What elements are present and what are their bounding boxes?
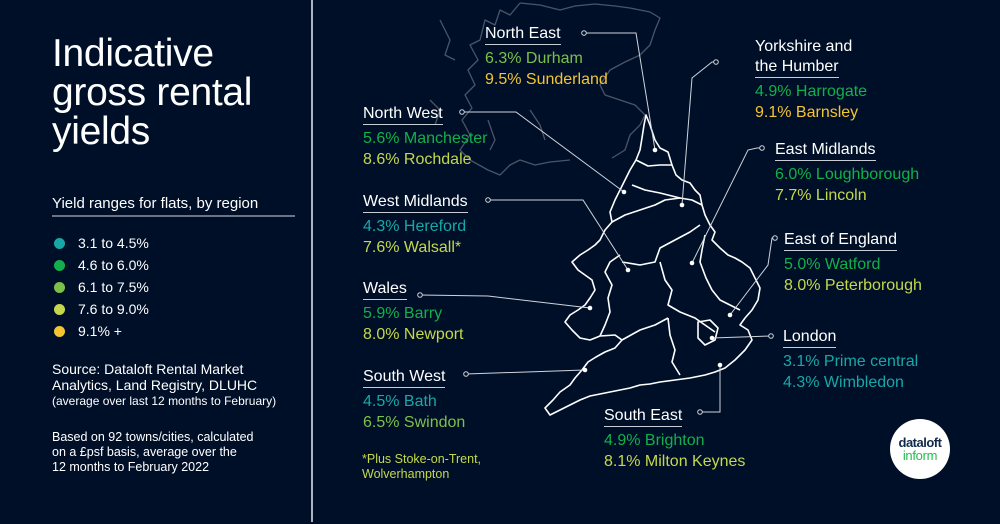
lowest-yield: 5.6% Manchester xyxy=(363,130,488,147)
region-north-east: North East 6.3% Durham 9.5% Sunderland xyxy=(485,23,608,90)
region-name: Wales xyxy=(363,279,407,300)
uk-map xyxy=(417,2,778,416)
legend-label: 3.1 to 4.5% xyxy=(78,235,149,251)
region-name: the Humber xyxy=(755,57,839,78)
legend-dot-icon xyxy=(54,259,65,271)
region-name: West Midlands xyxy=(363,192,468,213)
region-name: North West xyxy=(363,104,443,125)
dataloft-inform-logo: dataloft inform xyxy=(890,419,950,479)
lowest-yield: 4.3% Hereford xyxy=(363,218,467,235)
lowest-yield: 6.3% Durham xyxy=(485,50,583,67)
legend-item-6-1-to-7-5: 6.1 to 7.5% xyxy=(52,276,149,298)
lowest-yield: 5.9% Barry xyxy=(363,305,443,322)
vertical-divider xyxy=(311,0,313,522)
region-london: London 3.1% Prime central 4.3% Wimbledon xyxy=(783,326,918,393)
legend-label: 4.6 to 6.0% xyxy=(78,257,149,273)
highest-yield: 4.3% Wimbledon xyxy=(783,374,904,391)
legend-dot-icon xyxy=(54,237,65,249)
legend-dot-icon xyxy=(54,281,65,293)
legend-item-7-6-to-9-0: 7.6 to 9.0% xyxy=(52,298,149,320)
highest-yield: 7.6% Walsall* xyxy=(363,239,462,256)
legend: 3.1 to 4.5% 4.6 to 6.0% 6.1 to 7.5% 7.6 … xyxy=(52,232,149,342)
footnote-line: Wolverhampton xyxy=(362,467,450,481)
region-name: South West xyxy=(363,367,446,388)
legend-label: 9.1% + xyxy=(78,323,122,339)
region-east-midlands: East Midlands 6.0% Loughborough 7.7% Lin… xyxy=(775,139,919,206)
legend-label: 6.1 to 7.5% xyxy=(78,279,149,295)
highest-yield: 7.7% Lincoln xyxy=(775,187,867,204)
legend-dot-icon xyxy=(54,325,65,337)
region-wales: Wales 5.9% Barry 8.0% Newport xyxy=(363,278,464,345)
region-name: North East xyxy=(485,24,561,45)
highest-yield: 8.1% Milton Keynes xyxy=(604,453,746,470)
highest-yield: 9.5% Sunderland xyxy=(485,71,608,88)
leader-lines xyxy=(419,32,775,413)
region-name: South East xyxy=(604,406,683,427)
lowest-yield: 6.0% Loughborough xyxy=(775,166,920,183)
region-name: Yorkshire and xyxy=(755,38,853,55)
legend-item-9-1-plus: 9.1% + xyxy=(52,320,149,342)
region-name: East Midlands xyxy=(775,140,876,161)
leader-endpoints xyxy=(582,147,733,373)
england-wales-outline-icon xyxy=(544,114,761,416)
lowest-yield: 5.0% Watford xyxy=(784,256,881,273)
region-south-west: South West 4.5% Bath 6.5% Swindon xyxy=(363,366,465,433)
methodology-line: on a £psf basis, average over the xyxy=(52,445,237,459)
legend-dot-icon xyxy=(54,303,65,315)
region-north-west: North West 5.6% Manchester 8.6% Rochdale xyxy=(363,103,488,170)
lowest-yield: 4.5% Bath xyxy=(363,393,437,410)
region-south-east: South East 4.9% Brighton 8.1% Milton Key… xyxy=(604,405,745,472)
methodology-text: Based on 92 towns/cities, calculated on … xyxy=(52,430,302,475)
source-text: Source: Dataloft Rental Market Analytics… xyxy=(52,361,302,409)
legend-subtitle: Yield ranges for flats, by region xyxy=(52,194,295,217)
legend-item-3-1-to-4-5: 3.1 to 4.5% xyxy=(52,232,149,254)
lowest-yield: 4.9% Brighton xyxy=(604,432,705,449)
region-name: London xyxy=(783,327,837,348)
lowest-yield: 3.1% Prime central xyxy=(783,353,919,370)
highest-yield: 6.5% Swindon xyxy=(363,414,466,431)
lowest-yield: 4.9% Harrogate xyxy=(755,83,868,100)
highest-yield: 8.0% Newport xyxy=(363,326,464,343)
legend-item-4-6-to-6-0: 4.6 to 6.0% xyxy=(52,254,149,276)
source-line: Source: Dataloft Rental Market xyxy=(52,361,244,377)
leader-startpoints xyxy=(417,30,778,415)
methodology-line: 12 months to February 2022 xyxy=(52,460,210,474)
source-note: (average over last 12 months to February… xyxy=(52,394,277,408)
highest-yield: 8.0% Peterborough xyxy=(784,277,922,294)
legend-label: 7.6 to 9.0% xyxy=(78,301,149,317)
source-line: Analytics, Land Registry, DLUHC xyxy=(52,377,258,393)
footnote: *Plus Stoke-on-Trent, Wolverhampton xyxy=(362,452,481,482)
page-title: Indicative gross rental yields xyxy=(52,32,253,153)
highest-yield: 9.1% Barnsley xyxy=(755,104,859,121)
region-east-of-england: East of England 5.0% Watford 8.0% Peterb… xyxy=(784,229,922,296)
footnote-line: *Plus Stoke-on-Trent, xyxy=(362,452,482,466)
methodology-line: Based on 92 towns/cities, calculated xyxy=(52,430,254,444)
highest-yield: 8.6% Rochdale xyxy=(363,151,472,168)
region-name: East of England xyxy=(784,230,897,251)
logo-text-bottom: inform xyxy=(902,447,938,463)
logo-text-top: dataloft xyxy=(898,434,942,450)
region-west-midlands: West Midlands 4.3% Hereford 7.6% Walsall… xyxy=(363,191,468,258)
region-yorkshire-and-the-humber: Yorkshire and the Humber 4.9% Harrogate … xyxy=(755,37,867,123)
